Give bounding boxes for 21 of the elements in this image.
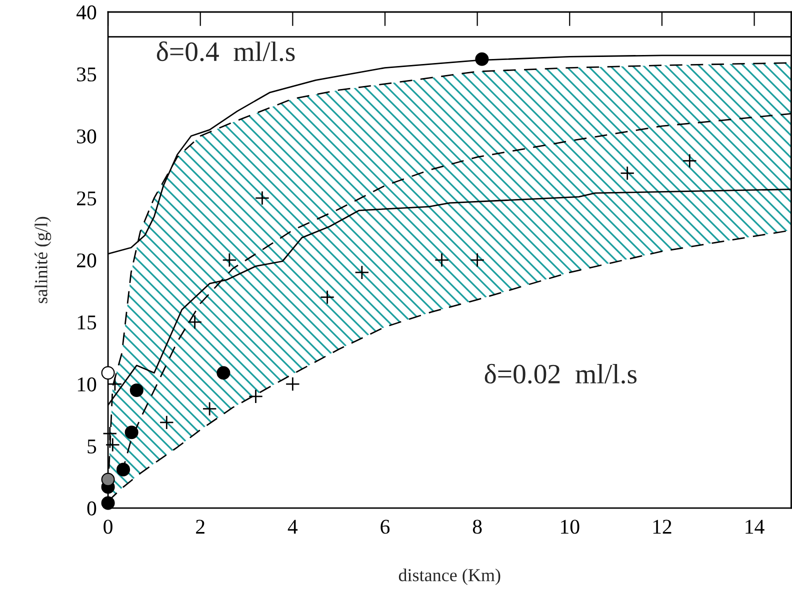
annotation: δ=0.02 ml/l.s: [484, 364, 637, 384]
y-tick-label: 0: [87, 501, 96, 516]
x-axis-title: distance (Km): [398, 568, 500, 585]
x-tick-label: 4: [288, 520, 298, 534]
x-tick-label: 10: [561, 520, 580, 534]
x-tick-label: 8: [472, 520, 482, 534]
annotation: δ=0.4 ml/l.s: [156, 41, 295, 62]
x-tick-label: 14: [746, 520, 764, 534]
x-tick-label: 12: [653, 520, 672, 534]
y-tick-label: 20: [77, 253, 96, 268]
y-tick-label: 25: [77, 191, 96, 206]
y-tick-label: 15: [78, 315, 96, 330]
y-tick-label: 30: [77, 129, 96, 144]
y-tick-label: 5: [88, 440, 96, 454]
y-axis-title: salinité (g/l): [34, 216, 52, 304]
y-tick-label: 40: [76, 5, 96, 20]
y-tick-label: 10: [78, 377, 96, 392]
x-tick-label: 2: [196, 520, 204, 534]
y-tick-label: 35: [77, 67, 96, 82]
x-tick-label: 6: [380, 520, 390, 534]
x-tick-label: 0: [104, 520, 112, 534]
